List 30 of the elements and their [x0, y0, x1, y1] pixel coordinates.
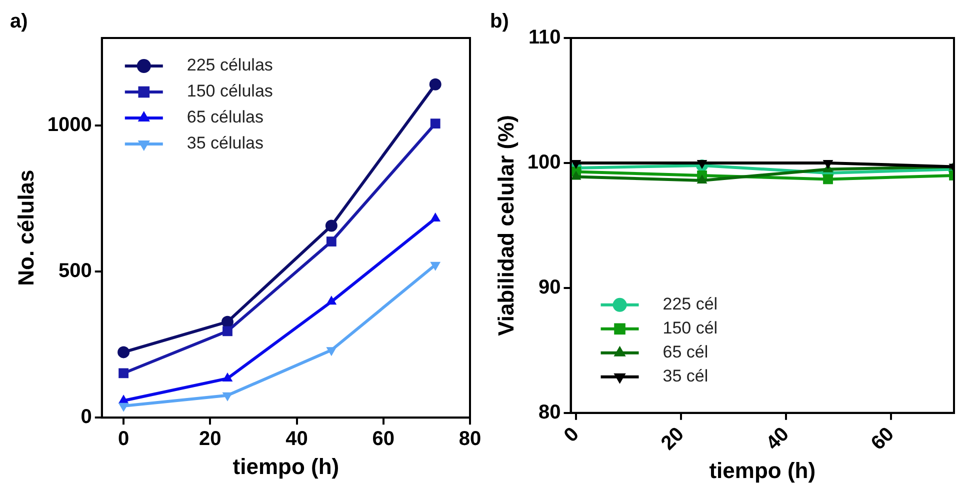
x-tick-label: 60: [867, 423, 898, 455]
legend-label: 65 cél: [662, 342, 708, 362]
legend-label: 225 cél: [662, 294, 718, 314]
y-axis-title: No. células: [13, 170, 38, 286]
x-tick-label: 40: [762, 423, 794, 455]
y-tick-label: 1000: [47, 114, 92, 136]
x-tick-label: 0: [560, 423, 584, 447]
x-tick-label: 20: [199, 428, 222, 450]
legend-label: 35 cél: [662, 366, 708, 386]
x-tick-label: 20: [657, 423, 688, 455]
legend-label: 150 cél: [662, 318, 718, 338]
x-tick-label: 40: [286, 428, 308, 450]
chart-title: b): [490, 10, 509, 33]
y-tick-label: 0: [80, 406, 92, 428]
chart-title: a): [10, 10, 28, 33]
legend-label: 65 células: [186, 108, 264, 127]
x-tick-label: 80: [458, 428, 482, 450]
legend-label: 35 células: [186, 134, 264, 153]
legend-label: 225 células: [186, 56, 273, 75]
x-axis-title: tiempo (h): [709, 458, 816, 483]
x-tick-label: 0: [118, 428, 130, 450]
legend-label: 150 células: [186, 82, 273, 101]
x-axis-title: tiempo (h): [232, 454, 340, 479]
y-tick-label: 500: [58, 260, 92, 282]
y-axis-title: Viabilidad celular (%): [493, 115, 518, 336]
y-tick-label: 100: [527, 151, 561, 174]
x-tick-label: 60: [372, 428, 395, 450]
y-tick-label: 90: [538, 276, 561, 298]
y-tick-label: 110: [528, 26, 561, 49]
y-tick-label: 80: [538, 401, 561, 424]
